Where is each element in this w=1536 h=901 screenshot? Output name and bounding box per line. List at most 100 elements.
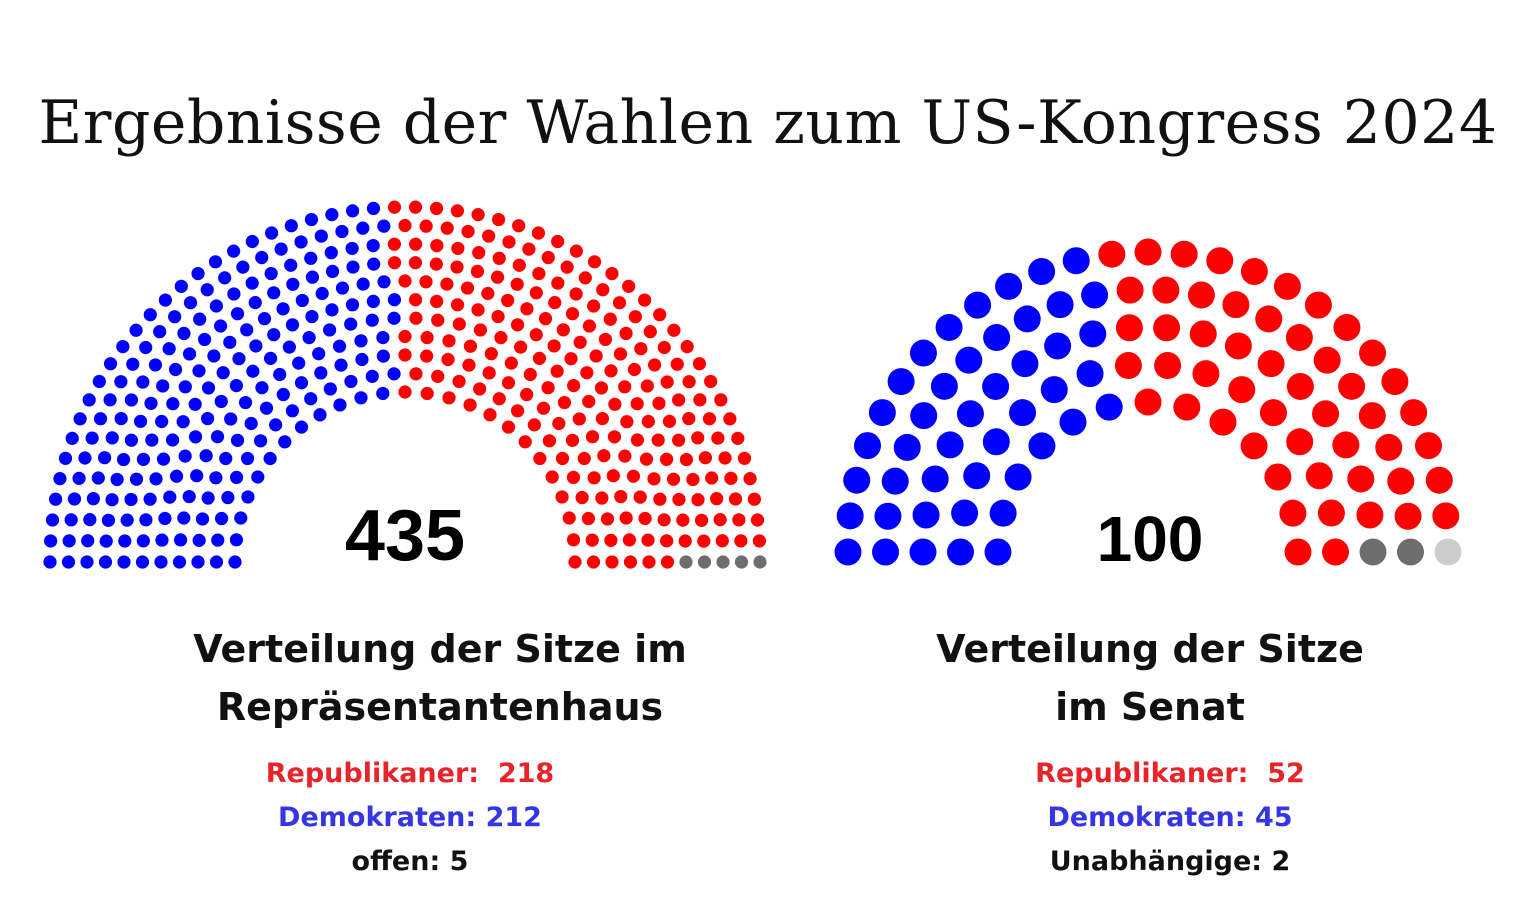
seat-republikaner xyxy=(662,414,677,428)
seat-demokraten xyxy=(1062,247,1090,275)
seat-republikaner xyxy=(451,241,465,256)
seat-republikaner xyxy=(1228,376,1256,404)
seat-republikaner xyxy=(605,266,619,281)
seat-demokraten xyxy=(199,449,213,463)
seat-republikaner xyxy=(1358,402,1386,430)
seat-demokraten xyxy=(936,431,964,459)
seat-republikaner xyxy=(1098,240,1126,268)
seat-demokraten xyxy=(314,229,328,243)
seat-republikaner xyxy=(641,533,655,547)
seat-republikaner xyxy=(420,349,434,363)
seat-republikaner xyxy=(541,381,555,395)
seat-republikaner xyxy=(678,534,692,548)
seat-republikaner xyxy=(572,412,586,426)
seat-republikaner xyxy=(565,307,580,321)
seat-republikaner xyxy=(752,534,766,548)
seat-demokraten xyxy=(229,379,243,393)
seat-demokraten xyxy=(61,555,76,569)
seat-demokraten xyxy=(45,513,60,527)
seat-republikaner xyxy=(620,415,634,429)
seat-republikaner xyxy=(510,318,525,332)
seat-demokraten xyxy=(99,534,113,548)
seat-republikaner xyxy=(387,200,402,214)
seat-demokraten xyxy=(284,219,298,233)
seat-republikaner xyxy=(653,308,667,322)
seat-republikaner xyxy=(702,412,717,426)
seat-demokraten xyxy=(208,255,223,269)
seat-demokraten xyxy=(201,381,216,395)
seat-republikaner xyxy=(548,296,562,310)
seat-demokraten xyxy=(1004,463,1032,491)
seat-republikaner xyxy=(409,367,423,381)
seat-demokraten xyxy=(110,472,124,487)
seat-demokraten xyxy=(229,470,244,484)
seat-republikaner xyxy=(452,317,466,331)
seat-republikaner xyxy=(398,348,412,362)
seat-demokraten xyxy=(191,266,205,281)
seat-demokraten xyxy=(182,347,197,361)
seat-republikaner xyxy=(1134,388,1162,416)
seat-demokraten xyxy=(868,399,896,427)
seat-republikaner xyxy=(429,201,444,215)
seat-demokraten xyxy=(984,538,1012,566)
seat-republikaner xyxy=(533,451,547,466)
seat-republikaner xyxy=(622,279,636,293)
seat-demokraten xyxy=(344,374,358,389)
seat-republikaner xyxy=(1222,291,1250,319)
house-total-seats: 435 xyxy=(344,496,466,576)
seat-republikaner xyxy=(564,352,578,366)
seat-demokraten xyxy=(53,472,67,486)
seat-republikaner xyxy=(512,219,526,233)
house-seat-chart xyxy=(43,200,767,569)
seat-demokraten xyxy=(116,452,131,467)
seat-republikaner xyxy=(606,469,620,483)
seat-republikaner xyxy=(569,244,583,258)
seat-demokraten xyxy=(200,283,214,297)
seat-demokraten xyxy=(218,271,232,285)
seat-demokraten xyxy=(136,534,150,548)
seat-demokraten xyxy=(935,313,963,341)
seat-demokraten xyxy=(103,393,117,407)
seat-republikaner xyxy=(556,323,570,337)
seat-republikaner xyxy=(450,204,465,218)
seat-republikaner xyxy=(604,364,618,378)
seat-demokraten xyxy=(43,555,57,569)
seat-demokraten xyxy=(173,533,188,547)
seat-demokraten xyxy=(951,499,979,527)
seat-demokraten xyxy=(214,511,229,526)
seat-republikaner xyxy=(484,347,498,361)
seat-demokraten xyxy=(313,408,327,422)
seat-demokraten xyxy=(149,472,163,486)
seat-demokraten xyxy=(133,414,148,428)
seat-demokraten xyxy=(269,418,283,432)
seat-demokraten xyxy=(367,257,381,271)
seat-demokraten xyxy=(921,465,949,493)
seat-demokraten xyxy=(143,492,157,506)
seat-demokraten xyxy=(292,356,306,370)
seat-demokraten xyxy=(1028,432,1056,460)
seat-republikaner xyxy=(581,511,596,526)
seat-demokraten xyxy=(1009,399,1037,427)
seat-demokraten xyxy=(83,513,97,527)
seat-republikaner xyxy=(657,513,671,527)
seat-demokraten xyxy=(1076,360,1104,388)
seat-demokraten xyxy=(376,349,390,363)
seat-republikaner xyxy=(471,208,485,222)
seat-demokraten xyxy=(294,420,309,434)
seat-demokraten xyxy=(255,381,269,395)
seat-republikaner xyxy=(398,385,412,399)
seat-republikaner xyxy=(420,386,434,401)
seat-unabh-ngige xyxy=(1359,538,1387,566)
seat-demokraten xyxy=(116,339,130,354)
seat-republikaner xyxy=(1356,501,1384,529)
seat-republikaner xyxy=(573,335,587,349)
house-caption-line2: Repräsentantenhaus xyxy=(216,685,664,729)
seat-republikaner xyxy=(718,451,732,465)
seat-republikaner xyxy=(567,379,581,393)
seat-demokraten xyxy=(983,324,1011,352)
seat-demokraten xyxy=(910,402,938,430)
seat-demokraten xyxy=(989,499,1017,527)
seat-republikaner xyxy=(604,533,618,547)
seat-republikaner xyxy=(1415,432,1442,460)
seat-demokraten xyxy=(143,308,157,322)
